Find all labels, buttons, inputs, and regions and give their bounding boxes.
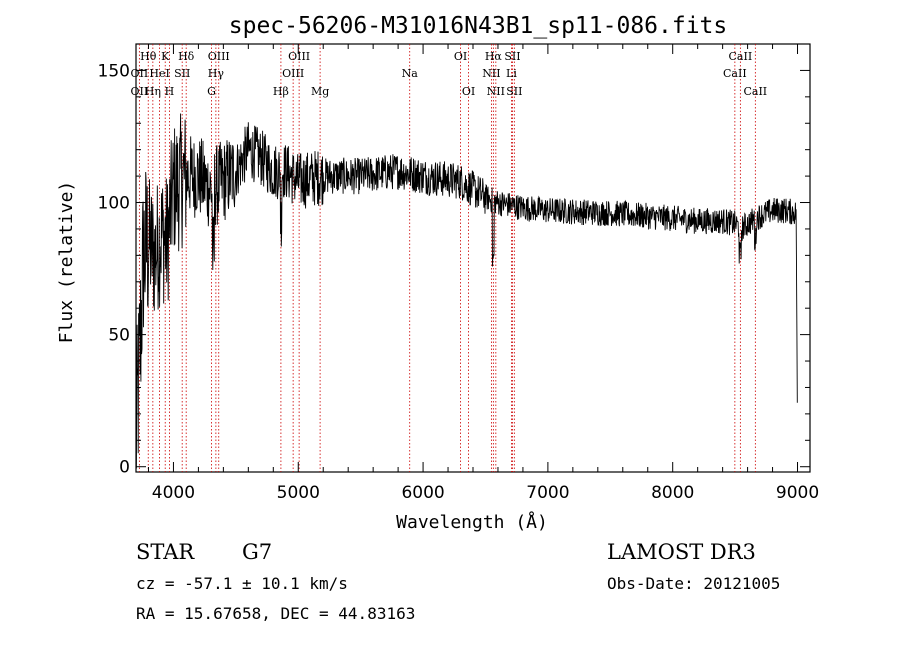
x-tick-label: 7000 xyxy=(526,483,569,503)
y-tick-label: 150 xyxy=(98,61,130,81)
line-label-13: OIII xyxy=(282,67,304,80)
redshift-cz: cz = -57.1 ± 10.1 km/s xyxy=(136,574,348,593)
object-subclass: G7 xyxy=(242,540,273,564)
line-label-5: OI xyxy=(454,50,467,63)
spectrum-line xyxy=(136,113,798,469)
line-label-15: NII xyxy=(482,67,500,80)
x-tick-label: 4000 xyxy=(152,483,195,503)
line-label-9: OII xyxy=(131,67,149,80)
line-label-16: Li xyxy=(506,67,517,80)
line-label-4: OIII xyxy=(288,50,310,63)
line-label-12: Hγ xyxy=(208,67,225,80)
line-label-2: Hδ xyxy=(178,50,195,63)
line-label-11: SII xyxy=(174,67,190,80)
x-tick-label: 6000 xyxy=(401,483,444,503)
line-label-27: CaII xyxy=(743,85,767,98)
spectrum-series xyxy=(136,113,798,469)
x-axis-ticks: 4000 5000 6000 7000 8000 9000 xyxy=(147,44,819,503)
object-class: STAR xyxy=(136,540,195,564)
line-label-20: H xyxy=(165,85,175,98)
line-label-19: Hη xyxy=(145,85,161,98)
y-axis-ticks: 0 50 100 150 xyxy=(98,61,810,478)
line-label-3: OIII xyxy=(208,50,230,63)
line-label-1: K xyxy=(161,50,170,63)
line-label-18: OII xyxy=(131,85,149,98)
line-label-7: SII xyxy=(504,50,520,63)
line-label-24: OI xyxy=(462,85,475,98)
x-tick-label: 9000 xyxy=(776,483,819,503)
x-tick-label: 8000 xyxy=(651,483,694,503)
line-label-23: Mg xyxy=(311,85,329,98)
y-tick-label: 0 xyxy=(119,458,130,478)
spectral-line-markers xyxy=(138,44,756,472)
line-label-14: Na xyxy=(402,67,419,80)
y-tick-label: 50 xyxy=(108,326,130,346)
line-label-21: G xyxy=(207,85,216,98)
line-label-25: NII xyxy=(487,85,505,98)
line-label-26: SII xyxy=(506,85,522,98)
y-axis-label: Flux (relative) xyxy=(56,181,77,344)
coordinates: RA = 15.67658, DEC = 44.83163 xyxy=(136,604,416,623)
line-label-8: CaII xyxy=(729,50,753,63)
x-tick-label: 5000 xyxy=(277,483,320,503)
survey-name: LAMOST DR3 xyxy=(607,540,756,564)
plot-frame xyxy=(135,43,811,473)
x-axis-label: Wavelength (Å) xyxy=(396,511,548,533)
y-tick-label: 100 xyxy=(98,194,130,214)
observation-date: Obs-Date: 20121005 xyxy=(607,574,781,593)
line-label-10: HeI xyxy=(149,67,169,80)
line-label-22: Hβ xyxy=(273,85,289,98)
line-label-17: CaII xyxy=(723,67,747,80)
line-label-6: Hα xyxy=(485,50,503,63)
chart-title: spec-56206-M31016N43B1_sp11-086.fits xyxy=(229,13,728,39)
line-label-0: Hθ xyxy=(140,50,157,63)
